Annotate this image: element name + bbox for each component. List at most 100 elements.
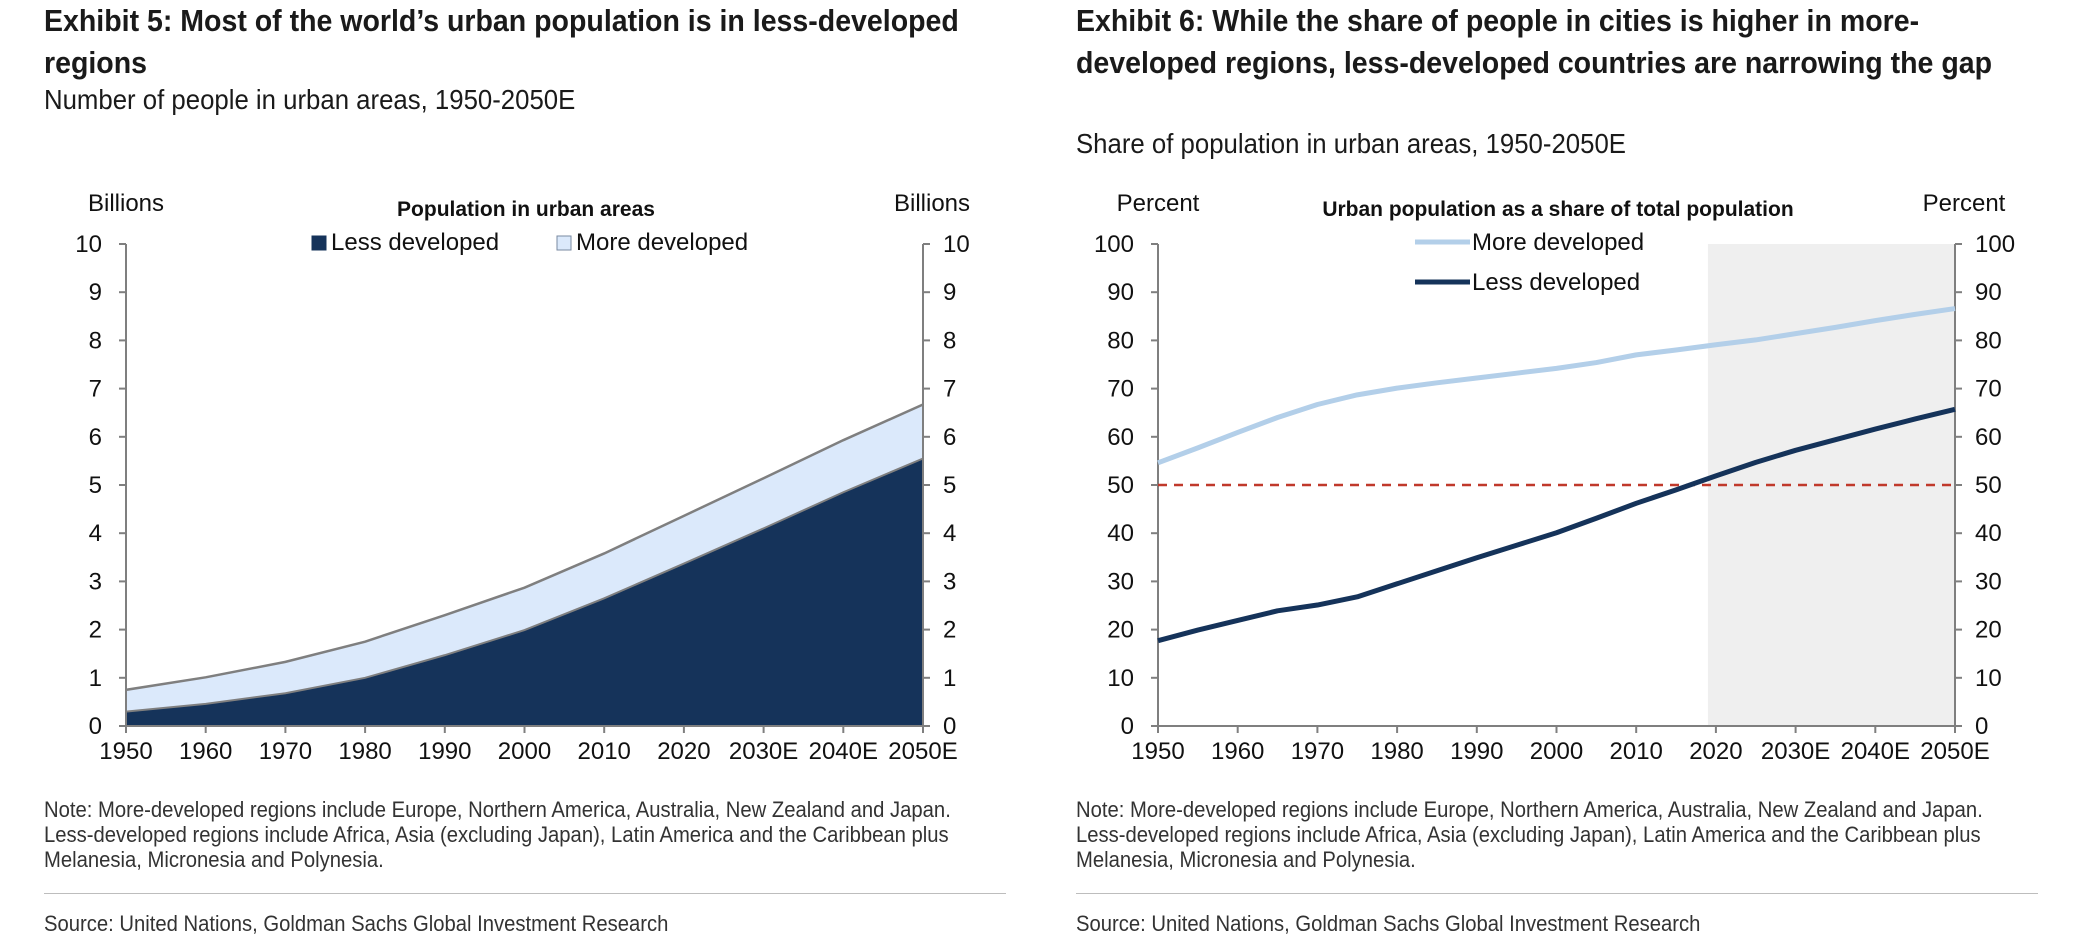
y-tick-label-left: 8 xyxy=(89,327,102,354)
exhibit-5-subtitle: Number of people in urban areas, 1950-20… xyxy=(44,84,576,115)
x-tick-label: 2030E xyxy=(1761,738,1830,765)
y-tick-label-left: 60 xyxy=(1107,424,1134,451)
y-axis-label-left: Billions xyxy=(88,190,164,217)
exhibit-6-panel: Exhibit 6: While the share of people in … xyxy=(1076,0,2041,950)
exhibit-5-note: Note: More-developed regions include Eur… xyxy=(44,797,951,872)
chart-title: Urban population as a share of total pop… xyxy=(1322,198,1793,221)
x-tick-label: 1990 xyxy=(418,738,471,765)
y-tick-label-left: 50 xyxy=(1107,472,1134,499)
y-axis-label-right: Billions xyxy=(894,190,970,217)
y-tick-label-right: 4 xyxy=(943,520,956,547)
y-tick-label-right: 1 xyxy=(943,665,956,692)
exhibit-6-source: Source: United Nations, Goldman Sachs Gl… xyxy=(1076,911,1701,936)
exhibit-5-title: Exhibit 5: Most of the world’s urban pop… xyxy=(44,3,959,80)
x-tick-label: 2030E xyxy=(729,738,798,765)
y-tick-label-left: 90 xyxy=(1107,279,1134,306)
y-tick-label-left: 0 xyxy=(1121,713,1134,740)
y-tick-label-right: 70 xyxy=(1975,376,2002,403)
y-tick-label-right: 2 xyxy=(943,617,956,644)
y-tick-label-right: 8 xyxy=(943,327,956,354)
exhibit-6-divider xyxy=(1076,893,2038,894)
x-tick-label: 1970 xyxy=(1291,738,1344,765)
y-tick-label-right: 5 xyxy=(943,472,956,499)
y-tick-label-left: 70 xyxy=(1107,376,1134,403)
chart-legend: Less developed More developed xyxy=(311,229,748,256)
y-axis-label-left: Percent xyxy=(1117,190,1200,217)
y-tick-label-right: 0 xyxy=(1975,713,1988,740)
y-tick-label-left: 2 xyxy=(89,617,102,644)
y-axis-label-right: Percent xyxy=(1923,190,2006,217)
area-series-group xyxy=(125,403,924,726)
x-tick-label: 1980 xyxy=(338,738,391,765)
legend-label-more-developed: More developed xyxy=(576,229,748,256)
y-tick-label-right: 9 xyxy=(943,279,956,306)
y-tick-label-left: 7 xyxy=(89,376,102,403)
y-tick-label-right: 10 xyxy=(1975,665,2002,692)
y-tick-label-right: 50 xyxy=(1975,472,2002,499)
legend-label-more-developed: More developed xyxy=(1472,229,1644,256)
exhibit-6-subtitle: Share of population in urban areas, 1950… xyxy=(1076,128,1626,159)
x-tick-label: 1980 xyxy=(1370,738,1423,765)
x-tick-label: 1990 xyxy=(1450,738,1503,765)
chart-legend: More developed Less developed xyxy=(1415,229,1644,296)
exhibit-5-divider xyxy=(44,893,1006,894)
y-tick-label-left: 9 xyxy=(89,279,102,306)
y-tick-label-right: 7 xyxy=(943,376,956,403)
x-tick-label: 1950 xyxy=(99,738,152,765)
y-tick-label-right: 30 xyxy=(1975,568,2002,595)
legend-label-less-developed: Less developed xyxy=(331,229,499,256)
legend-swatch-more-developed xyxy=(556,235,572,251)
y-tick-label-left: 10 xyxy=(1107,665,1134,692)
x-tick-label: 1960 xyxy=(179,738,232,765)
x-tick-label: 2010 xyxy=(1610,738,1663,765)
y-tick-label-left: 10 xyxy=(75,231,102,258)
exhibit-5-panel: Exhibit 5: Most of the world’s urban pop… xyxy=(44,0,1009,950)
plot-area: 0 0 1 1 2 2 3 3 4 4 5 5 6 6 7 7 8 8 9 9 10 10 1950 1960 1970 1980… xyxy=(75,231,969,765)
y-tick-label-left: 0 xyxy=(89,713,102,740)
x-tick-label: 2020 xyxy=(1689,738,1742,765)
area-more-developed xyxy=(126,404,923,712)
y-tick-label-right: 0 xyxy=(943,713,956,740)
exhibit-6-chart: Percent Percent Urban population as a sh… xyxy=(1094,190,2015,765)
line-less-developed xyxy=(1157,406,1956,644)
y-tick-label-left: 100 xyxy=(1094,231,1134,258)
x-tick-label: 2050E xyxy=(888,738,957,765)
area-less-developed-outline xyxy=(125,457,924,713)
y-tick-label-right: 90 xyxy=(1975,279,2002,306)
exhibit-5-source: Source: United Nations, Goldman Sachs Gl… xyxy=(44,911,669,936)
exhibit-6-note: Note: More-developed regions include Eur… xyxy=(1076,797,1983,872)
axes: 0 0 1 1 2 2 3 3 4 4 5 5 6 6 7 7 8 8 9 9 10 10 1950 1960 1970 1980… xyxy=(75,231,969,765)
x-tick-label: 2040E xyxy=(809,738,878,765)
line-more-developed xyxy=(1157,306,1956,466)
exhibit-6-title: Exhibit 6: While the share of people in … xyxy=(1076,3,1993,80)
y-tick-label-right: 40 xyxy=(1975,520,2002,547)
exhibit-5-chart: Billions Billions Population in urban ar… xyxy=(75,190,970,765)
y-tick-label-left: 4 xyxy=(89,520,102,547)
x-tick-label: 2020 xyxy=(657,738,710,765)
x-tick-label: 2000 xyxy=(498,738,551,765)
x-tick-label: 1950 xyxy=(1131,738,1184,765)
legend-label-less-developed: Less developed xyxy=(1472,269,1640,296)
y-tick-label-right: 80 xyxy=(1975,327,2002,354)
area-less-developed xyxy=(126,458,923,726)
y-tick-label-right: 100 xyxy=(1975,231,2015,258)
x-tick-label: 1960 xyxy=(1211,738,1264,765)
x-tick-label: 1970 xyxy=(259,738,312,765)
y-tick-label-right: 10 xyxy=(943,231,970,258)
x-tick-label: 2040E xyxy=(1841,738,1910,765)
y-tick-label-left: 1 xyxy=(89,665,102,692)
x-tick-label: 2000 xyxy=(1530,738,1583,765)
x-tick-label: 2050E xyxy=(1920,738,1989,765)
y-tick-label-left: 80 xyxy=(1107,327,1134,354)
y-tick-label-right: 20 xyxy=(1975,617,2002,644)
y-tick-label-left: 5 xyxy=(89,472,102,499)
y-tick-label-left: 6 xyxy=(89,424,102,451)
y-tick-label-right: 60 xyxy=(1975,424,2002,451)
y-tick-label-left: 30 xyxy=(1107,568,1134,595)
chart-title: Population in urban areas xyxy=(397,198,655,221)
y-tick-label-right: 3 xyxy=(943,568,956,595)
y-tick-label-left: 40 xyxy=(1107,520,1134,547)
x-tick-label: 2010 xyxy=(578,738,631,765)
